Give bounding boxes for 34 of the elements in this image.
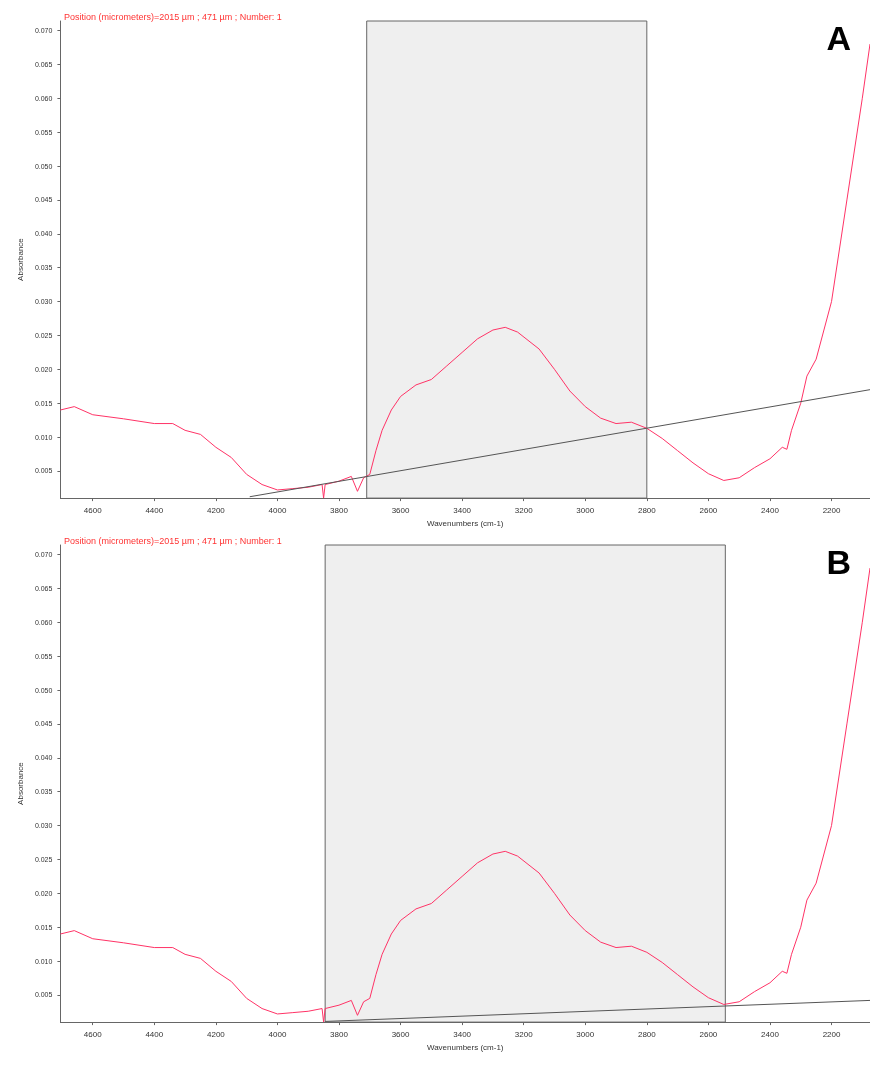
x-tick-label: 4400: [145, 1029, 164, 1039]
x-tick-label: 2800: [637, 1029, 657, 1039]
x-tick-label: 3200: [514, 505, 534, 515]
chart-title: B: [826, 543, 852, 581]
x-axis-title: Wavenumbers (cm-1): [426, 518, 504, 528]
x-tick-label: 4400: [145, 505, 164, 515]
x-tick-label: 4200: [206, 1029, 226, 1039]
x-tick-label: 4200: [206, 505, 226, 515]
x-tick-label: 3600: [391, 1029, 411, 1039]
x-tick-label: 2600: [699, 505, 718, 515]
x-tick-label: 3400: [453, 1029, 472, 1039]
x-tick-label: 2200: [822, 505, 841, 515]
x-tick-label: 3400: [453, 505, 472, 515]
x-tick-label: 4000: [268, 505, 287, 515]
y-axis-title: Absorbance: [15, 761, 25, 805]
x-tick-label: 2600: [699, 1029, 718, 1039]
annotation: Position (micrometers)=2015 µm ; 471 µm ; Number: 1: [64, 11, 282, 22]
annotation: Position (micrometers)=2015 µm ; 471 µm ; Number: 1: [64, 535, 282, 546]
x-tick-label: 3600: [391, 505, 411, 515]
chart-title: A: [826, 19, 852, 57]
y-axis-title: Absorbance: [15, 237, 25, 281]
x-tick-label: 2200: [822, 1029, 841, 1039]
x-tick-label: 3800: [330, 1029, 349, 1039]
x-tick-label: 2800: [637, 505, 657, 515]
x-tick-label: 3200: [514, 1029, 534, 1039]
x-tick-label: 4600: [83, 505, 103, 515]
x-tick-label: 2400: [761, 1029, 780, 1039]
x-axis-title: Wavenumbers (cm-1): [426, 1042, 504, 1052]
x-tick-label: 3000: [576, 505, 595, 515]
x-tick-label: 4000: [268, 1029, 287, 1039]
x-tick-label: 3000: [576, 1029, 595, 1039]
x-tick-label: 3800: [330, 505, 349, 515]
x-tick-label: 4600: [83, 1029, 103, 1039]
x-tick-label: 2400: [761, 505, 780, 515]
